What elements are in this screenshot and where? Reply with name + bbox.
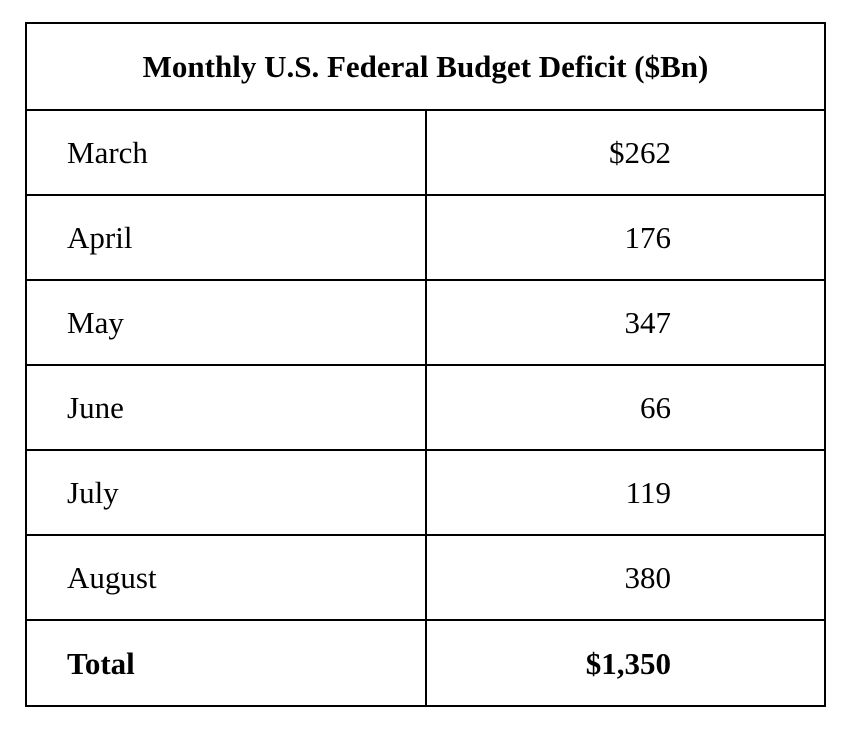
total-row: Total $1,350: [25, 619, 826, 707]
table-row: May 347: [25, 279, 826, 366]
table-row: June 66: [25, 364, 826, 451]
table-row: August 380: [25, 534, 826, 621]
total-value: $1,350: [424, 619, 826, 707]
deficit-value-cell: 66: [424, 364, 826, 451]
month-cell: August: [25, 534, 427, 621]
deficit-value-cell: 347: [424, 279, 826, 366]
deficit-value-cell: 119: [424, 449, 826, 536]
month-cell: April: [25, 194, 427, 281]
table-title: Monthly U.S. Federal Budget Deficit ($Bn…: [25, 22, 826, 111]
table-row: July 119: [25, 449, 826, 536]
table-row: March $262: [25, 109, 826, 196]
deficit-table: Monthly U.S. Federal Budget Deficit ($Bn…: [25, 22, 826, 707]
month-cell: March: [25, 109, 427, 196]
month-cell: June: [25, 364, 427, 451]
total-label: Total: [25, 619, 427, 707]
table-row: April 176: [25, 194, 826, 281]
deficit-value-cell: $262: [424, 109, 826, 196]
deficit-value-cell: 176: [424, 194, 826, 281]
deficit-value-cell: 380: [424, 534, 826, 621]
month-cell: July: [25, 449, 427, 536]
month-cell: May: [25, 279, 427, 366]
table-title-row: Monthly U.S. Federal Budget Deficit ($Bn…: [25, 22, 826, 111]
